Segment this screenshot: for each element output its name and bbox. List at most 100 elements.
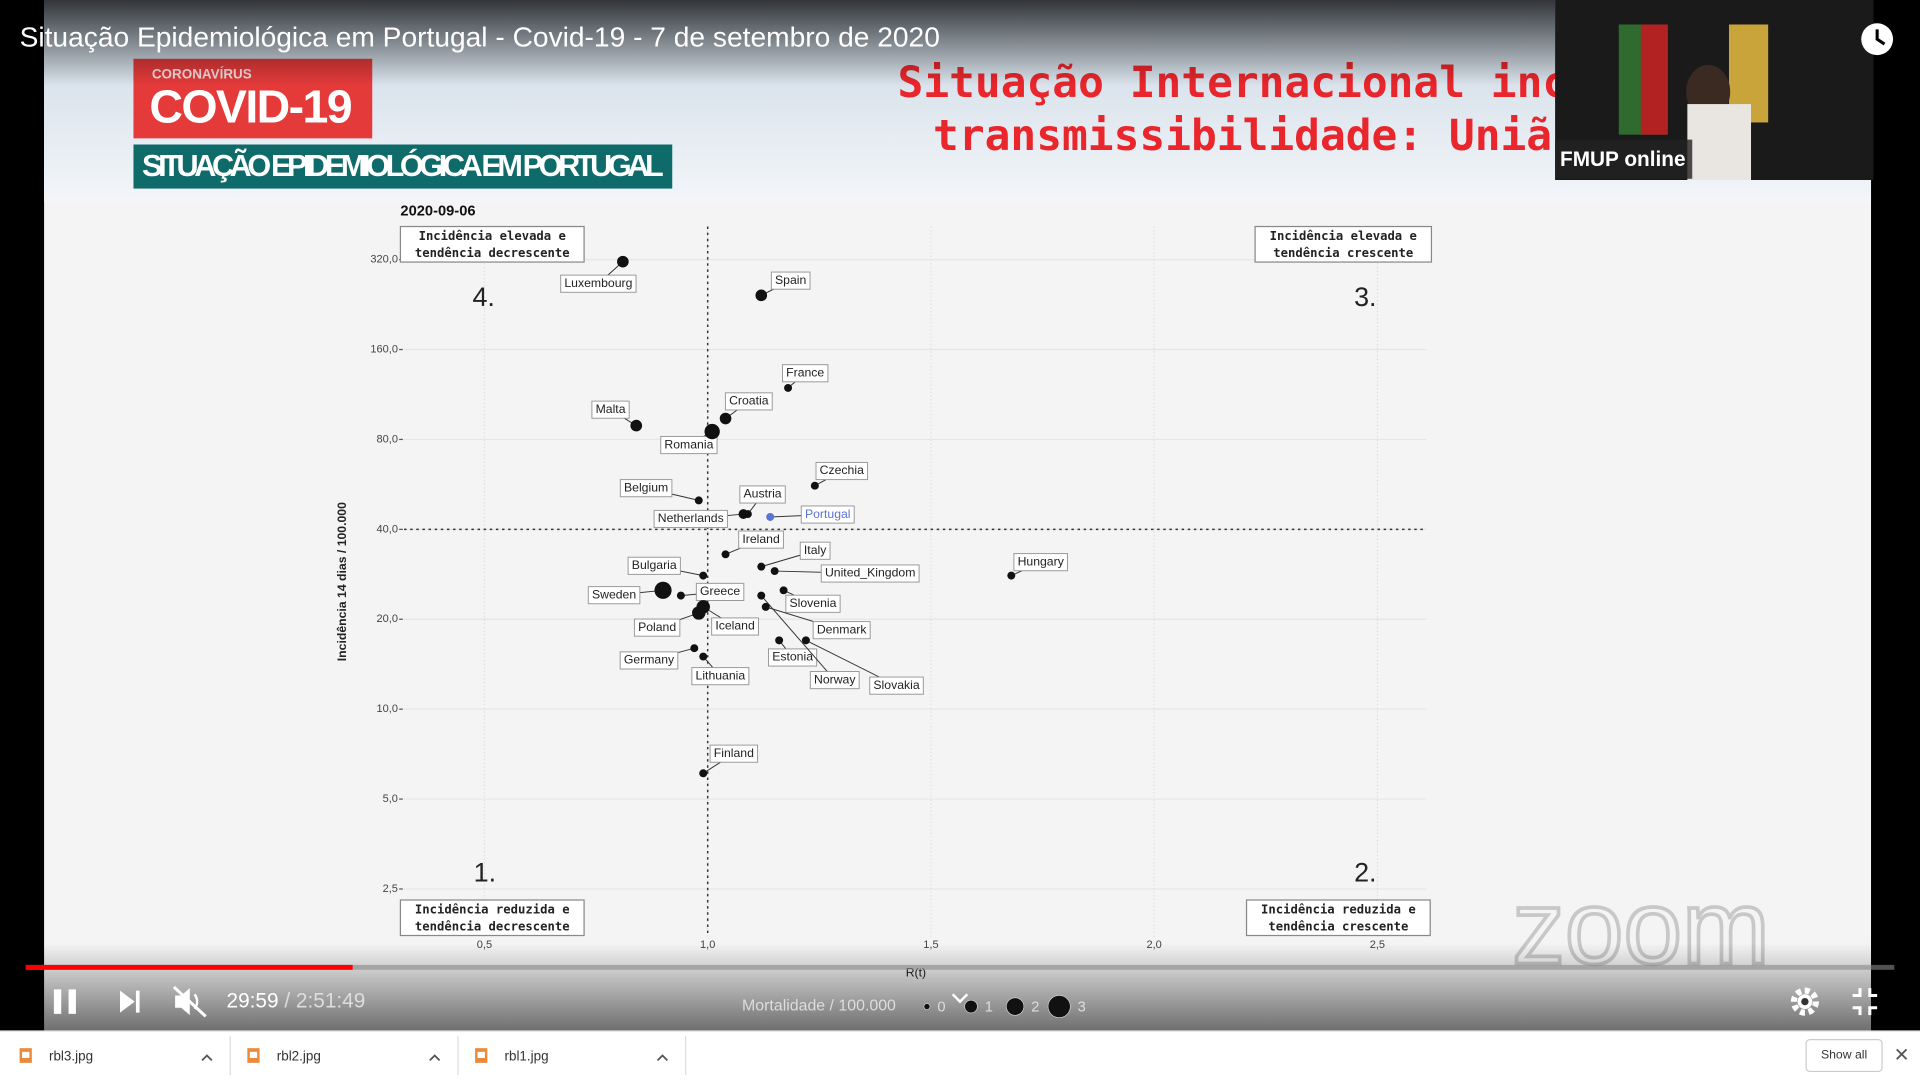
point-label: Lithuania	[696, 668, 746, 682]
exit-fullscreen-button[interactable]	[1852, 988, 1878, 1016]
webcam-label: FMUP online	[1560, 148, 1686, 171]
label-box	[799, 541, 831, 560]
quadrant-text: tendência crescente	[1268, 919, 1408, 933]
point	[699, 652, 708, 661]
point	[761, 602, 770, 611]
quadrant-box	[1254, 225, 1433, 263]
point	[617, 255, 629, 268]
label-box	[660, 435, 718, 455]
point	[676, 591, 685, 600]
point	[721, 550, 730, 559]
quadrant-text: tendência decrescente	[415, 919, 570, 933]
point	[704, 423, 720, 440]
label-box	[781, 364, 829, 383]
point-label: Slovenia	[790, 596, 837, 610]
file-menu-chevron[interactable]	[429, 1054, 441, 1062]
settings-button[interactable]	[1790, 987, 1819, 1016]
webcam-person	[1687, 104, 1752, 181]
chapter-chevron[interactable]	[951, 993, 969, 1004]
quadrant-box	[399, 225, 585, 263]
show-all-label[interactable]: Show all	[1821, 1048, 1867, 1062]
quadrant-text: Incidência reduzida e	[415, 902, 570, 916]
close-download-bar[interactable]	[1896, 1048, 1908, 1060]
progress-track[interactable]	[25, 964, 1895, 970]
point	[755, 289, 768, 302]
time-separator: /	[279, 989, 296, 1012]
point-label: Ireland	[742, 532, 780, 546]
point-label: Italy	[804, 543, 827, 557]
label-box	[695, 582, 745, 601]
point-label: Iceland	[715, 619, 755, 633]
point-label: Poland	[638, 620, 676, 634]
label-box	[738, 530, 784, 549]
point-label: Czechia	[820, 463, 864, 477]
file-icon	[477, 1051, 485, 1058]
point-label: France	[786, 365, 824, 379]
label-box	[812, 621, 871, 640]
label-box	[653, 509, 728, 529]
size-legend-dot	[1047, 995, 1071, 1018]
current-time: 29:59	[227, 989, 279, 1012]
download-list: rbl3.jpg rbl2.jpg rbl1.jpg	[19, 1035, 687, 1076]
download-item[interactable]: rbl2.jpg	[247, 1035, 459, 1076]
next-button[interactable]	[120, 990, 140, 1013]
leader-line	[760, 595, 836, 681]
point-label: Denmark	[817, 622, 868, 636]
file-name[interactable]: rbl1.jpg	[504, 1048, 548, 1063]
file-name[interactable]: rbl2.jpg	[277, 1048, 321, 1063]
file-name[interactable]: rbl3.jpg	[49, 1048, 93, 1063]
label-box	[785, 594, 841, 613]
point	[810, 481, 819, 490]
clock-icon[interactable]	[1861, 23, 1894, 56]
point	[1007, 571, 1016, 580]
size-legend-dot	[923, 1003, 931, 1010]
y-tick-label: 320,0	[370, 254, 398, 266]
size-legend-dot	[964, 999, 978, 1014]
y-tick-label: 20,0	[377, 613, 398, 625]
y-tick-label: 2,5	[383, 883, 398, 895]
point	[690, 644, 699, 653]
video-title: Situação Epidemiológica em Portugal - Co…	[20, 22, 940, 53]
label-box	[724, 392, 773, 411]
quadrant-number: 3.	[1354, 282, 1376, 312]
point-label: Slovakia	[873, 678, 919, 692]
file-menu-chevron[interactable]	[656, 1054, 668, 1062]
point	[630, 419, 643, 432]
download-item[interactable]: rbl1.jpg	[475, 1035, 687, 1076]
show-all-button[interactable]	[1805, 1038, 1883, 1073]
mute-button[interactable]	[172, 985, 207, 1018]
point	[757, 562, 766, 571]
quadrant-text: Incidência elevada e	[1270, 229, 1417, 243]
point	[775, 636, 784, 645]
quadrant-number: 2.	[1354, 857, 1376, 887]
banner-text: SITUAÇÃO EPIDEMIOLÓGICA EM PORTUGAL	[142, 147, 664, 183]
chart: 2,55,010,020,040,080,0160,0320,00,51,01,…	[335, 204, 1433, 980]
point-label: Finland	[714, 746, 754, 760]
label-box	[809, 671, 860, 690]
y-tick-label: 10,0	[377, 703, 398, 715]
size-legend-dot	[1006, 997, 1025, 1016]
point-label: Estonia	[772, 650, 813, 664]
chart-date: 2020-09-06	[400, 204, 475, 220]
banner	[133, 144, 673, 189]
size-legend-value: 1	[985, 1000, 993, 1016]
label-box	[587, 586, 641, 605]
webcam-flag	[1640, 24, 1668, 135]
label-box	[560, 274, 637, 293]
y-tick-label: 5,0	[383, 793, 398, 805]
point	[738, 509, 749, 519]
point-label: Hungary	[1018, 554, 1065, 568]
point-label: United_Kingdom	[825, 566, 915, 580]
pause-button[interactable]	[53, 989, 76, 1014]
quadrant-box	[1245, 899, 1431, 937]
download-item[interactable]: rbl3.jpg	[19, 1035, 231, 1076]
point	[694, 496, 703, 505]
point	[770, 567, 779, 576]
label-box	[770, 271, 811, 290]
file-menu-chevron[interactable]	[201, 1054, 213, 1062]
label-box	[711, 617, 759, 636]
size-legend-value: 0	[937, 1000, 945, 1016]
label-box	[627, 556, 681, 575]
